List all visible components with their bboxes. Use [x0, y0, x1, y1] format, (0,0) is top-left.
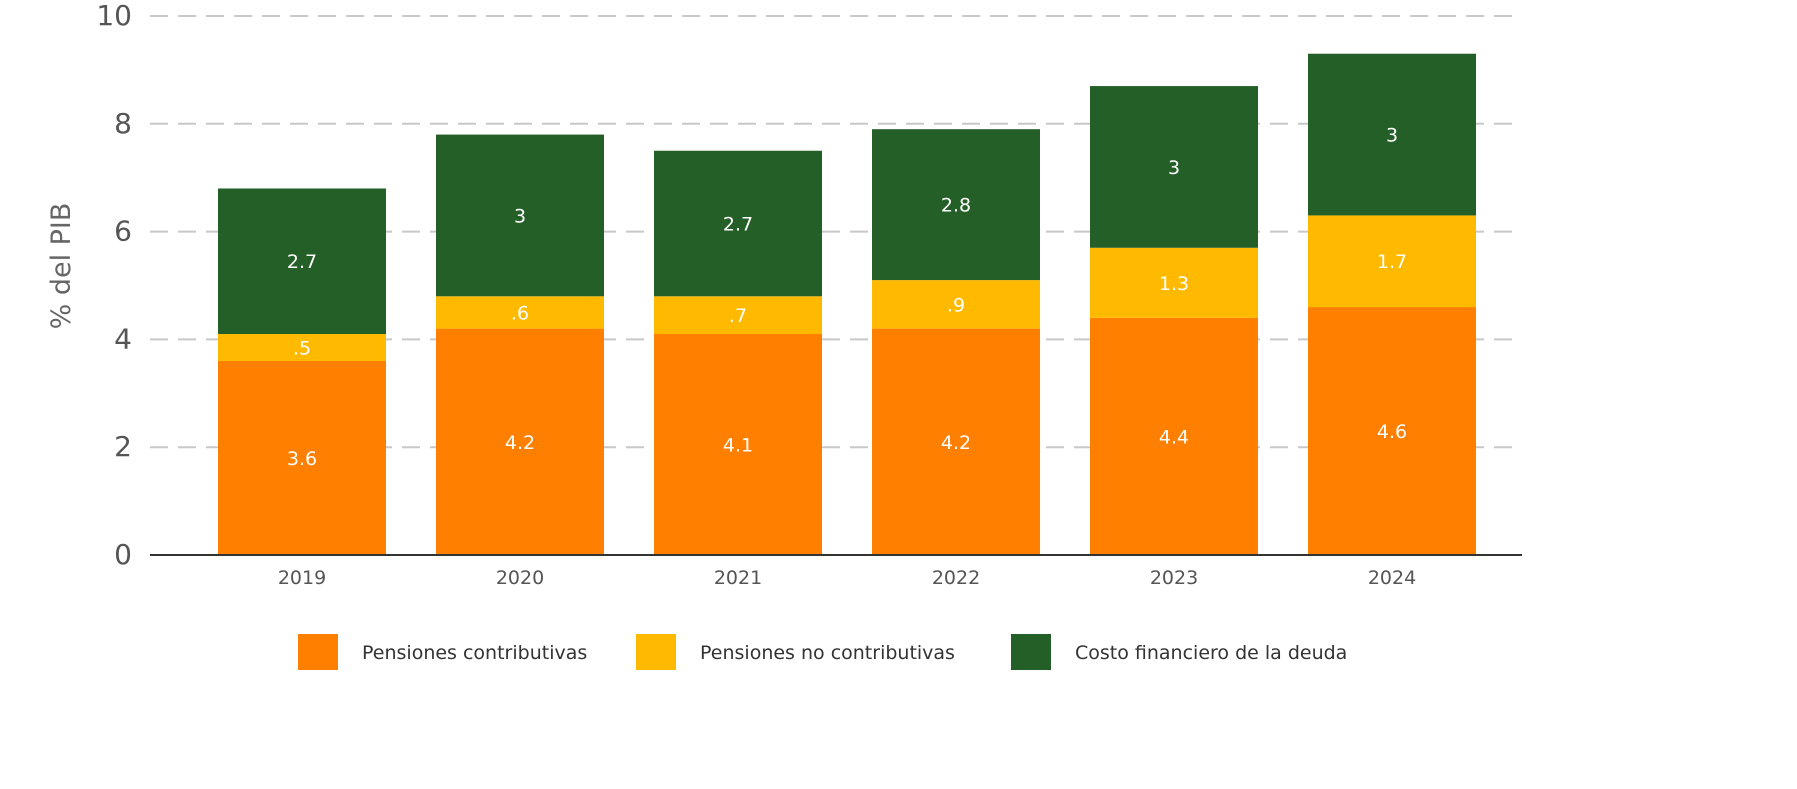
bar-segment	[872, 328, 1040, 555]
legend-swatch	[636, 634, 676, 670]
data-label: 2.7	[723, 214, 753, 236]
legend-label: Pensiones contributivas	[362, 642, 587, 664]
data-label: .7	[729, 305, 747, 327]
data-label: .5	[293, 337, 311, 359]
y-axis-title: % del PIB	[46, 203, 77, 330]
x-tick-label: 2022	[932, 567, 980, 589]
y-tick-label: 8	[114, 107, 132, 140]
legend-label: Costo financiero de la deuda	[1075, 642, 1347, 664]
x-tick-label: 2019	[278, 567, 326, 589]
legend-swatch	[298, 634, 338, 670]
data-label: 3	[1386, 125, 1398, 147]
legend: Pensiones contributivas Pensiones no cont…	[298, 634, 1347, 670]
bar-segment	[218, 334, 386, 361]
bar-segment	[654, 150, 822, 297]
data-label: 4.2	[941, 432, 971, 454]
x-tick-label: 2020	[496, 567, 544, 589]
y-axis-ticks: 0 2 4 6 8 10	[96, 0, 132, 571]
bar-segment	[218, 188, 386, 335]
bar-segment	[872, 129, 1040, 281]
bar-segment	[1090, 317, 1258, 555]
bar-segment	[436, 296, 604, 329]
data-labels: 3.6 .5 2.7 4.2 .6 3 4.1 .7 2.7 4.2 .9 2.8 4.4 1.3 3 4.6…	[287, 125, 1407, 470]
bar-segment	[436, 134, 604, 297]
data-label: 4.2	[505, 432, 535, 454]
x-tick-label: 2023	[1150, 567, 1198, 589]
bar-segment	[654, 334, 822, 555]
x-axis-ticks: 2019 2020 2021 2022 2023 2024	[278, 567, 1416, 589]
y-tick-label: 6	[114, 215, 132, 248]
data-label: .6	[511, 302, 529, 324]
y-tick-label: 4	[114, 322, 132, 355]
bar-segment	[436, 328, 604, 555]
bar-segment	[872, 280, 1040, 329]
bars	[218, 53, 1476, 555]
bar-segment	[1308, 53, 1476, 216]
legend-swatch	[1011, 634, 1051, 670]
bar-segment	[1090, 247, 1258, 318]
bar-segment	[1308, 215, 1476, 308]
data-label: 1.7	[1377, 251, 1407, 273]
data-label: 4.1	[723, 435, 753, 457]
bar-segment	[654, 296, 822, 335]
data-label: 3	[1168, 157, 1180, 179]
data-label: 4.4	[1159, 426, 1189, 448]
y-tick-label: 0	[114, 538, 132, 571]
legend-label: Pensiones no contributivas	[700, 642, 955, 664]
data-label: 2.8	[941, 195, 971, 217]
data-label: 3.6	[287, 448, 317, 470]
x-tick-label: 2024	[1368, 567, 1416, 589]
y-tick-label: 2	[114, 430, 132, 463]
data-label: 2.7	[287, 251, 317, 273]
data-label: 1.3	[1159, 273, 1189, 295]
bar-segment	[1090, 86, 1258, 248]
data-label: 4.6	[1377, 421, 1407, 443]
bar-segment	[1308, 307, 1476, 555]
data-label: 3	[514, 205, 526, 227]
x-tick-label: 2021	[714, 567, 762, 589]
bar-segment	[218, 360, 386, 555]
y-tick-label: 10	[96, 0, 132, 32]
data-label: .9	[947, 294, 965, 316]
